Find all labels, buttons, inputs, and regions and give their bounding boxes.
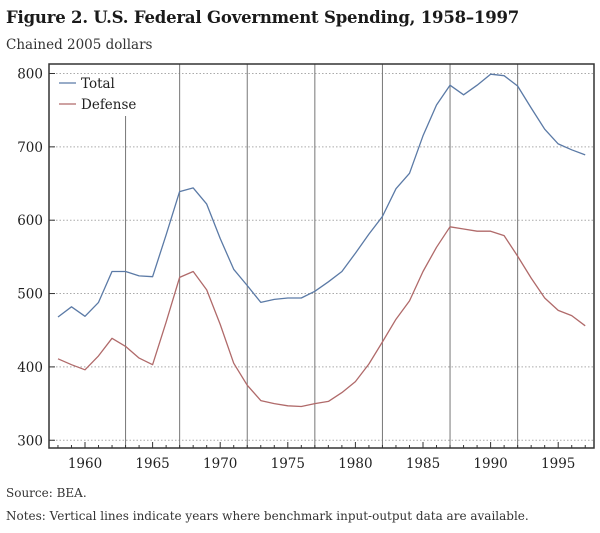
x-tick-label: 1965 xyxy=(135,456,169,472)
source-note: Source: BEA. xyxy=(6,486,87,500)
y-tick-label: 500 xyxy=(17,287,43,303)
y-tick-label: 400 xyxy=(17,360,43,376)
legend-label-total: Total xyxy=(81,76,115,92)
series-line-total xyxy=(57,73,586,318)
y-tick-label: 800 xyxy=(17,67,43,83)
x-tick-label: 1960 xyxy=(68,456,102,472)
y-tick-label: 700 xyxy=(17,140,43,156)
series-line-defense xyxy=(57,226,586,408)
y-tick-label: 600 xyxy=(17,213,43,229)
plot-frame xyxy=(48,63,595,449)
series-lines xyxy=(57,73,586,408)
axes: 300 400 500 600 700 800 1960 1965 1970 1975 1980 19… xyxy=(17,67,586,472)
notes-text: Notes: Vertical lines indicate years whe… xyxy=(6,509,529,523)
x-tick-label: 1980 xyxy=(338,456,372,472)
x-tick-label: 1995 xyxy=(541,456,575,472)
gridlines xyxy=(49,73,594,441)
x-tick-label: 1975 xyxy=(271,456,305,472)
legend-label-defense: Defense xyxy=(81,97,136,113)
figure-title: Figure 2. U.S. Federal Government Spendi… xyxy=(6,8,520,27)
legend: Total Defense xyxy=(59,76,136,113)
x-tick-label: 1990 xyxy=(473,456,507,472)
figure-subtitle: Chained 2005 dollars xyxy=(6,37,153,53)
x-tick-label: 1985 xyxy=(406,456,440,472)
benchmark-year-lines xyxy=(125,64,519,448)
y-tick-label: 300 xyxy=(17,433,43,449)
x-tick-label: 1970 xyxy=(203,456,237,472)
